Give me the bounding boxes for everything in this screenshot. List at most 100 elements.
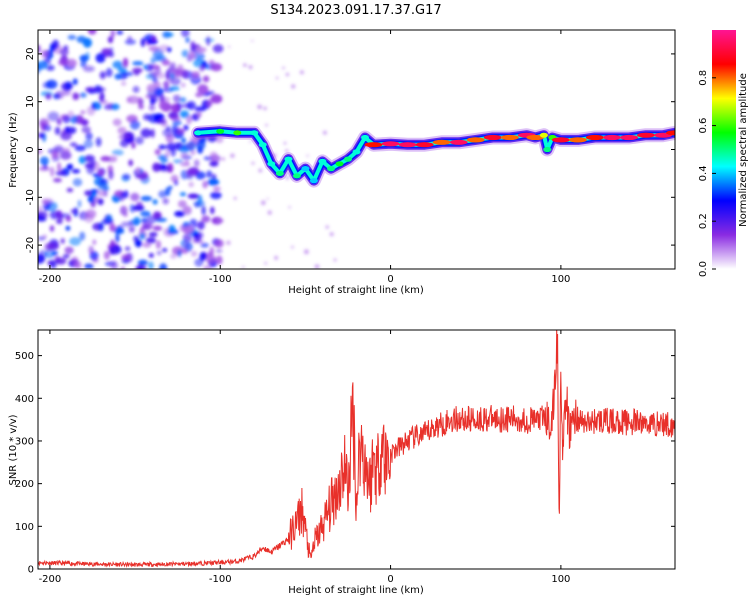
spectrogram-noise-blob: [213, 186, 221, 192]
spectrogram-noise-blob: [67, 34, 77, 40]
spectrogram-noise-blob: [209, 161, 219, 167]
spectrogram-noise-blob: [79, 92, 87, 98]
spectrogram-noise-blob: [83, 139, 94, 149]
spectrogram-noise-blob: [134, 239, 143, 248]
spectrogram-noise-blob: [148, 113, 160, 124]
spectrogram-noise-blob: [202, 75, 210, 83]
spectrogram-noise-blob: [84, 162, 96, 169]
spectrogram-noise-blob: [123, 190, 129, 199]
spectrogram-noise-blob: [207, 178, 220, 186]
spectrogram-noise-blob: [66, 58, 77, 68]
spectrogram-noise-blob: [128, 159, 134, 167]
spectrogram-ridge-point: [361, 134, 369, 141]
spectrogram-noise-blob: [98, 182, 109, 191]
y-tick-label: 0: [28, 565, 34, 576]
snr-series-line: [38, 330, 675, 568]
spectrogram-noise-blob: [72, 178, 83, 187]
spectrogram-noise-speck: [251, 161, 255, 165]
spectrogram-noise-speck: [325, 225, 329, 229]
spectrogram-noise-blob: [45, 93, 52, 100]
spectrogram-noise-blob: [57, 117, 62, 126]
spectrogram-noise-blob: [165, 143, 176, 152]
colorbar-tick-label: 0.0: [698, 261, 709, 277]
spectrogram-ridge-point: [500, 134, 519, 141]
spectrogram-noise-blob: [169, 62, 176, 69]
spectrogram-noise-blob: [127, 95, 140, 104]
spectrogram-noise-blob: [201, 215, 211, 223]
spectrogram-noise-blob: [170, 116, 181, 121]
spectrogram-noise-blob: [80, 60, 87, 68]
spectrogram-noise-speck: [249, 140, 252, 143]
spectrogram-ridge-point: [603, 134, 621, 141]
spectrogram-noise-blob: [140, 38, 146, 47]
spectrogram-noise-blob: [120, 221, 132, 227]
spectrogram-noise-blob: [51, 150, 59, 159]
spectrogram-noise-blob: [140, 195, 153, 202]
spectrogram-noise-blob: [180, 152, 189, 159]
spectrogram-noise-blob: [70, 115, 78, 124]
spectrogram-noise-blob: [95, 137, 102, 147]
spectrogram-noise-blob: [89, 251, 99, 261]
spectrogram-noise-blob: [108, 52, 115, 58]
spectrogram-noise-blob: [148, 232, 158, 237]
spectrogram-noise-blob: [202, 180, 208, 189]
spectrogram-y-axis: -20 -10 0 10 20: [25, 48, 675, 253]
spectrogram-noise-speck: [267, 210, 272, 215]
spectrogram-noise-blob: [87, 30, 97, 35]
spectrogram-noise-blob: [142, 242, 152, 248]
spectrogram-noise-blob: [132, 205, 145, 211]
spectrogram-noise-blob: [59, 213, 71, 219]
spectrogram-noise-blob: [121, 254, 131, 260]
spectrogram-noise-speck: [263, 106, 267, 111]
spectrogram-noise-blob: [128, 226, 135, 233]
spectrogram-noise-blob: [192, 232, 200, 237]
spectrogram-noise-blob: [122, 57, 129, 68]
y-tick-label: 500: [15, 351, 34, 362]
spectrogram-ridge-point: [364, 142, 383, 148]
spectrogram-noise-blob: [46, 64, 55, 71]
spectrogram-noise-blob: [141, 222, 153, 231]
spectrogram-noise-blob: [181, 137, 187, 144]
spectrogram-noise-blob: [157, 154, 168, 160]
spectrogram-noise-speck: [248, 65, 253, 70]
spectrogram-noise-blob: [203, 265, 212, 269]
spectrogram-noise-blob: [179, 97, 187, 103]
spectrogram-noise-blob: [95, 53, 106, 63]
spectrogram-ridge-point: [284, 156, 293, 162]
spectrogram-noise-blob: [69, 237, 81, 246]
spectrogram-noise-speck: [226, 240, 231, 245]
spectrogram-noise-blob: [206, 255, 217, 265]
spectrogram-noise-blob: [38, 211, 48, 219]
spectrogram-noise-blob: [38, 148, 43, 155]
spectrogram-noise-blob: [186, 101, 196, 110]
spectrogram-ridge-point: [666, 130, 675, 136]
spectrogram-noise-speck: [221, 157, 226, 161]
spectrogram-ridge-point: [352, 149, 361, 155]
spectrogram-noise-blob: [110, 239, 115, 247]
spectrogram-noise-blob: [150, 96, 155, 106]
spectrogram-noise-blob: [150, 128, 155, 138]
spectrogram-noise-blob: [195, 200, 206, 207]
spectrogram-noise-blob: [110, 260, 119, 269]
spectrogram-noise-blob: [163, 32, 174, 37]
spectrogram-noise-blob: [135, 136, 144, 145]
spectrogram-noise-speck: [306, 154, 309, 157]
spectrogram-noise-blob: [181, 49, 189, 58]
spectrogram-noise-region: [38, 30, 337, 269]
spectrogram-noise-blob: [87, 89, 96, 94]
spectrogram-noise-speck: [242, 265, 245, 269]
spectrogram-noise-blob: [110, 103, 120, 111]
spectrogram-noise-blob: [215, 136, 224, 144]
spectrogram-x-label: Height of straight line (km): [288, 285, 424, 296]
spectrogram-ridge-point: [568, 137, 587, 143]
spectrogram-noise-blob: [172, 94, 181, 103]
spectrogram-noise-blob: [188, 181, 194, 188]
spectrogram-noise-speck: [243, 63, 247, 67]
x-tick-label: -100: [209, 274, 232, 285]
spectrogram-noise-blob: [177, 249, 182, 258]
spectrogram-noise-speck: [260, 200, 266, 206]
spectrogram-noise-blob: [210, 191, 222, 200]
spectrogram-ridge-point: [539, 132, 548, 138]
spectrogram-noise-blob: [174, 210, 185, 217]
